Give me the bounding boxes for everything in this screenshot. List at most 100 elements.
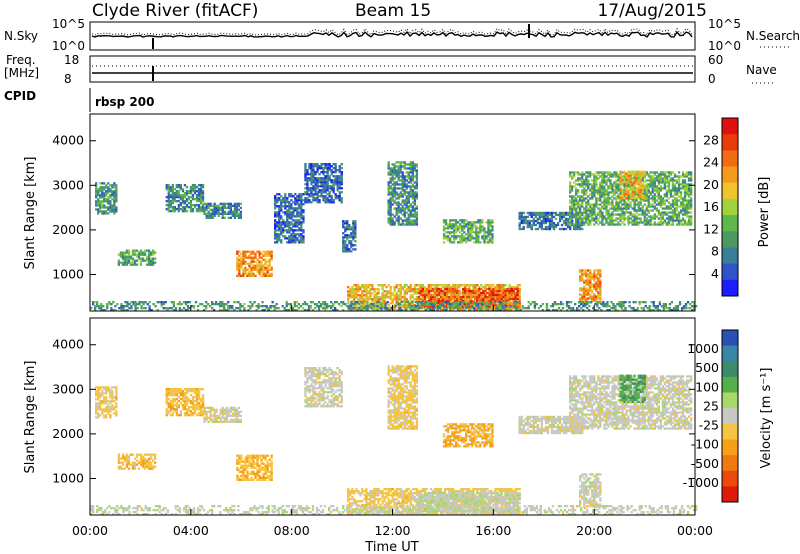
- heatmap-cell: [643, 172, 646, 175]
- heatmap-cell: [617, 201, 620, 204]
- heatmap-cell: [399, 217, 402, 220]
- heatmap-cell: [571, 203, 574, 206]
- heatmap-cell: [381, 296, 384, 299]
- heatmap-cell: [342, 224, 345, 227]
- heatmap-cell: [488, 295, 491, 299]
- heatmap-cell: [573, 181, 576, 184]
- heatmap-cell: [663, 195, 666, 198]
- heatmap-cell: [209, 208, 212, 211]
- heatmap-cell: [187, 196, 191, 199]
- heatmap-cell: [294, 241, 297, 244]
- heatmap-cell: [655, 215, 658, 218]
- heatmap-cell: [431, 293, 435, 297]
- heatmap-cell: [107, 186, 110, 189]
- heatmap-cell: [599, 199, 602, 202]
- heatmap-cell: [248, 250, 251, 253]
- heatmap-cell: [109, 204, 112, 207]
- heatmap-cell: [591, 275, 594, 278]
- heatmap-cell: [471, 221, 474, 224]
- heatmap-cell: [441, 289, 445, 293]
- heatmap-cell: [685, 199, 689, 202]
- heatmap-cell: [677, 191, 681, 194]
- heatmap-cell: [585, 185, 588, 188]
- heatmap-cell: [233, 214, 236, 217]
- heatmap-cell: [423, 297, 427, 301]
- heatmap-cell: [181, 210, 185, 213]
- heatmap-cell: [399, 169, 402, 172]
- heatmap-cell: [191, 194, 195, 197]
- heatmap-cell: [554, 223, 558, 227]
- heatmap-cell: [285, 301, 288, 304]
- heatmap-cell: [577, 183, 580, 186]
- heatmap-cell: [269, 307, 272, 310]
- heatmap-cell: [593, 293, 596, 296]
- heatmap-cell: [373, 296, 376, 299]
- heatmap-cell: [355, 290, 358, 293]
- heatmap-cell: [403, 163, 406, 166]
- heatmap-cell: [173, 196, 176, 199]
- heatmap-cell: [246, 256, 249, 259]
- heatmap-cell: [675, 223, 679, 226]
- heatmap-cell: [593, 195, 596, 198]
- heatmap-cell: [439, 295, 443, 299]
- heatmap-cell: [489, 219, 492, 222]
- heatmap-cell: [278, 235, 281, 238]
- heatmap-cell: [465, 239, 468, 242]
- heatmap-cell: [286, 213, 289, 216]
- heatmap-cell: [599, 297, 602, 300]
- heatmap-cell: [467, 227, 470, 230]
- heatmap-cell: [465, 237, 468, 240]
- heatmap-cell: [266, 268, 269, 271]
- heatmap-cell: [456, 295, 459, 299]
- heatmap-cell: [685, 203, 689, 206]
- heatmap-cell: [653, 221, 656, 224]
- heatmap-cell: [191, 196, 195, 199]
- heatmap-cell: [623, 213, 626, 216]
- heatmap-cell: [421, 287, 424, 291]
- heatmap-cell: [435, 296, 439, 299]
- heatmap-cell: [649, 181, 652, 184]
- heatmap-cell: [599, 207, 602, 210]
- heatmap-cell: [669, 193, 673, 196]
- heatmap-cell: [338, 183, 341, 186]
- heatmap-cell: [583, 187, 586, 190]
- heatmap-patch: [165, 184, 205, 213]
- heatmap-cell: [641, 213, 644, 216]
- heatmap-cell: [268, 268, 271, 271]
- heatmap-cell: [673, 215, 677, 218]
- heatmap-cell: [277, 307, 280, 310]
- heatmap-cell: [318, 173, 321, 176]
- heatmap-cell: [457, 227, 460, 230]
- heatmap-cell: [397, 288, 400, 291]
- heatmap-cell: [310, 187, 313, 190]
- heatmap-cell: [289, 307, 292, 310]
- heatmap-cell: [346, 236, 349, 239]
- heatmap-cell: [152, 251, 155, 254]
- heatmap-cell: [231, 214, 234, 217]
- heatmap-cell: [679, 197, 683, 200]
- heatmap-cell: [411, 171, 414, 174]
- heatmap-cell: [605, 189, 608, 192]
- heatmap-cell: [453, 229, 456, 232]
- heatmap-cell: [631, 192, 634, 195]
- heatmap-cell: [302, 199, 305, 202]
- heatmap-cell: [667, 183, 671, 186]
- heatmap-cell: [201, 192, 205, 195]
- heatmap-cell: [575, 183, 578, 186]
- heatmap-cell: [304, 167, 307, 170]
- heatmap-cell: [310, 163, 313, 166]
- heatmap-cell: [399, 296, 402, 299]
- heatmap-cell: [663, 201, 666, 204]
- heatmap-cell: [350, 242, 353, 245]
- heatmap-cell: [202, 305, 206, 308]
- heatmap-cell: [677, 171, 681, 174]
- heatmap-cell: [205, 208, 208, 211]
- heatmap-cell: [500, 295, 503, 299]
- heatmap-cell: [633, 201, 636, 204]
- heatmap-cell: [397, 183, 400, 186]
- heatmap-cell: [340, 171, 343, 174]
- heatmap-cell: [193, 184, 197, 187]
- heatmap-cell: [266, 264, 269, 267]
- heatmap-cell: [395, 207, 398, 210]
- heatmap-cell: [611, 221, 614, 224]
